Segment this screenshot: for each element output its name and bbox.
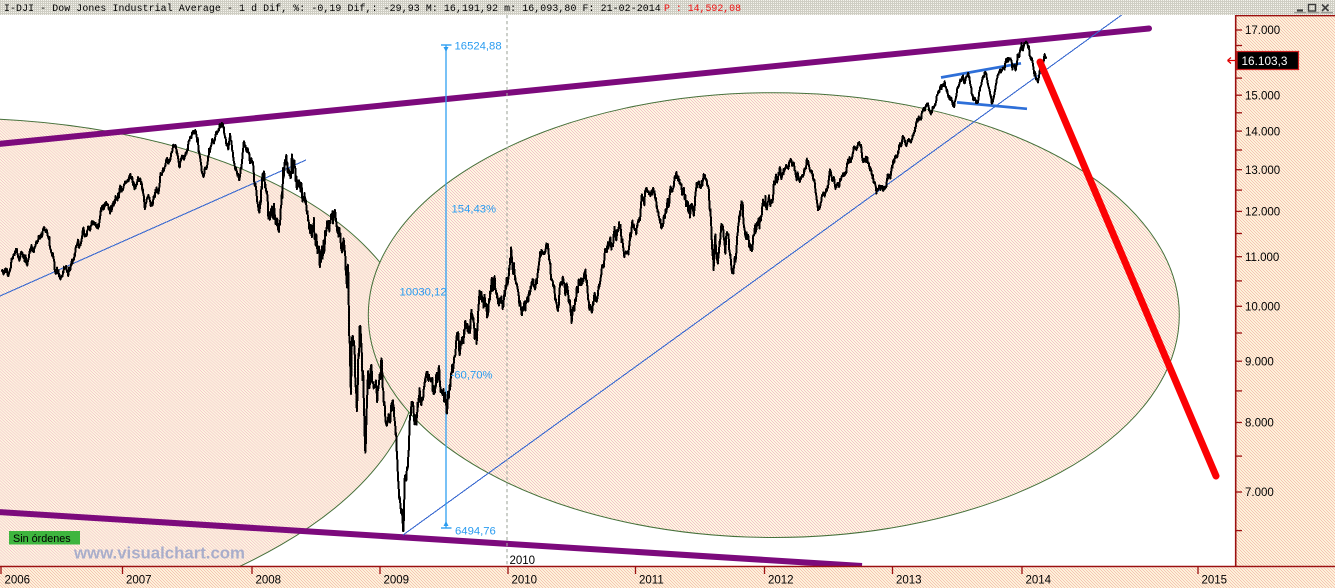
svg-text:14.000: 14.000: [1245, 126, 1280, 138]
svg-text:2015: 2015: [1202, 575, 1228, 587]
svg-text:13.000: 13.000: [1245, 165, 1280, 177]
svg-text:-60,70%: -60,70%: [451, 370, 493, 382]
svg-text:7.000: 7.000: [1245, 487, 1274, 499]
svg-text:2008: 2008: [256, 575, 282, 587]
svg-text:2011: 2011: [639, 575, 664, 587]
svg-text:9.000: 9.000: [1245, 356, 1274, 368]
svg-text:2012: 2012: [768, 575, 794, 587]
svg-text:2009: 2009: [384, 575, 410, 587]
svg-text:8.000: 8.000: [1245, 418, 1274, 430]
svg-text:2006: 2006: [5, 575, 31, 587]
svg-text:I-DJI - Dow Jones Industrial A: I-DJI - Dow Jones Industrial Average - 1…: [4, 3, 661, 14]
svg-text:17.000: 17.000: [1245, 25, 1280, 37]
svg-text:Sin órdenes: Sin órdenes: [13, 533, 71, 545]
svg-text:2014: 2014: [1026, 575, 1052, 587]
svg-text:16524,88: 16524,88: [455, 41, 502, 53]
svg-text:10.000: 10.000: [1245, 302, 1280, 314]
svg-text:12.000: 12.000: [1245, 207, 1280, 219]
svg-text:6494,76: 6494,76: [455, 526, 496, 538]
svg-text:2013: 2013: [896, 575, 922, 587]
svg-text:11.000: 11.000: [1245, 252, 1279, 264]
svg-text:10030,12: 10030,12: [400, 287, 447, 299]
svg-text:15.000: 15.000: [1245, 90, 1280, 102]
svg-text:154,43%: 154,43%: [452, 204, 497, 216]
svg-text:2010: 2010: [512, 575, 538, 587]
svg-text:2010: 2010: [510, 555, 536, 567]
svg-text:P : 14,592,08: P : 14,592,08: [664, 3, 741, 14]
svg-text:www.visualchart.com: www.visualchart.com: [73, 544, 245, 563]
svg-text:16.103,3: 16.103,3: [1242, 54, 1288, 68]
svg-text:2007: 2007: [126, 575, 152, 587]
